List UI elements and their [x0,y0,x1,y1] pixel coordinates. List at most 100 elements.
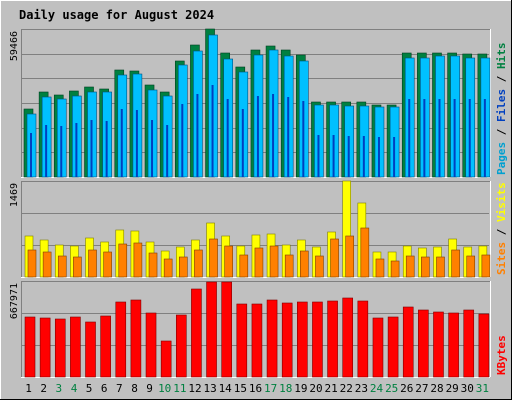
panel-hits-ymax-label: 59466 [9,31,20,61]
sites-bar [315,255,324,278]
kbytes-bar [251,303,263,378]
kbytes-bar [402,306,414,378]
pages-bar [105,121,108,177]
pages-bar [468,99,471,177]
panel-kbytes-axis-legend: KBytes [495,335,508,375]
sites-bar [436,256,445,278]
sites-bar [269,245,279,278]
sites-bar [178,256,188,278]
sites-bar [421,256,430,278]
pages-bar [302,101,305,177]
pages-bar [287,97,290,177]
kbytes-bar [221,281,232,378]
pages-bar [90,120,93,177]
x-tick-label: 21 [324,382,337,395]
kbytes-bar [281,302,293,378]
x-tick-label: 2 [40,382,47,395]
kbytes-bar [130,299,142,378]
x-tick-label: 24 [370,382,384,395]
kbytes-bar [191,288,202,378]
pages-bar [60,126,63,177]
chart-panels: 59466 Pages / Files / Hits 1469 Sites / Vis… [9,28,508,378]
x-tick-label: 27 [415,382,428,395]
panel-visits-ymax-label: 1469 [9,183,20,207]
pages-bar [393,137,396,177]
pages-bar [438,99,441,177]
kbytes-bar [297,301,308,378]
pages-bar [181,104,184,177]
panel-visits-axis-legend: Sites / Visits [495,182,508,275]
kbytes-bar [463,309,475,378]
panel-hits-legend-part: / [495,69,508,89]
pages-bar [211,85,214,177]
x-tick-label: 3 [55,382,62,395]
pages-bar [483,99,486,177]
sites-bar [466,255,476,278]
sites-bar [330,238,339,278]
x-tick-label: 5 [86,382,93,395]
panel-kbytes-legend-part: KBytes [495,335,508,375]
panel-hits-legend-part: Files [495,89,508,122]
kbytes-bar [236,303,248,378]
x-tick-label: 23 [355,382,368,395]
kbytes-bar [342,297,354,378]
x-tick-label: 26 [400,382,413,395]
pages-bar [347,136,350,177]
panel-kbytes-bars [24,281,490,378]
sites-bar [254,247,264,278]
kbytes-bar [100,315,111,378]
kbytes-bar [418,309,429,378]
x-tick-label: 10 [158,382,171,395]
x-tick-label: 1 [25,382,32,395]
pages-bar [151,120,154,177]
x-tick-label: 6 [101,382,108,395]
pages-bar [226,99,229,177]
x-tick-label: 4 [71,382,78,395]
kbytes-bar [145,312,157,378]
x-tick-label: 13 [203,382,216,395]
sites-bar [57,255,67,278]
x-tick-label: 18 [279,382,292,395]
panel-visits: 1469 Sites / Visits [9,180,508,278]
sites-bar [390,260,400,278]
panel-hits: 59466 Pages / Files / Hits [9,28,508,178]
kbytes-bar [327,300,338,378]
sites-bar [148,252,158,278]
sites-bar [194,249,203,278]
pages-bar [317,135,320,177]
kbytes-bar [387,316,399,378]
panel-visits-legend-part: Sites [495,242,508,275]
x-tick-label: 17 [264,382,277,395]
x-tick-label: 20 [309,382,322,395]
sites-bar [300,250,309,278]
panel-visits-legend-part: / [495,222,508,242]
pages-bar [408,99,411,177]
sites-bar [42,251,52,278]
pages-bar [332,135,335,177]
kbytes-bar [85,321,96,378]
kbytes-bar [54,318,66,378]
kbytes-bar [372,317,384,378]
kbytes-bar [24,316,36,378]
sites-bar [360,227,370,278]
pages-bar [135,110,138,177]
x-tick-label: 22 [340,382,353,395]
sites-bar [481,254,491,278]
x-tick-label: 19 [294,382,307,395]
kbytes-bar [312,301,323,378]
sites-bar [118,243,128,278]
kbytes-bar [433,311,444,378]
x-tick-label: 12 [188,382,201,395]
chart-title: Daily usage for August 2024 [19,8,214,22]
sites-bar [345,235,355,278]
pages-bar [241,109,244,177]
x-tick-label: 31 [476,382,489,395]
panel-kbytes: 667971 KBytes [9,281,508,378]
sites-bar [405,255,415,278]
pages-bar [272,94,275,177]
kbytes-bar [448,312,459,378]
panel-kbytes-ymax-label: 667971 [9,283,20,319]
pages-bar [166,125,169,177]
x-tick-label: 16 [249,382,262,395]
sites-bar [209,238,218,278]
